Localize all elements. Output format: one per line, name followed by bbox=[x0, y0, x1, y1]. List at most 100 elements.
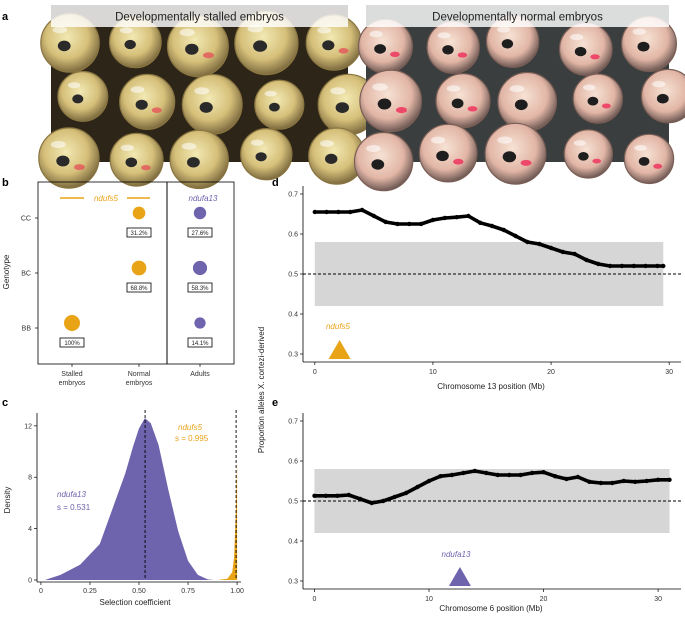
percent-box bbox=[126, 282, 152, 293]
panel-e-ytick-label: 0.7 bbox=[288, 419, 298, 426]
panel-d-gene-marker bbox=[328, 340, 351, 359]
embryo-red-spot bbox=[590, 54, 600, 60]
panel-d-ancestry-point bbox=[548, 245, 554, 251]
embryo-red-spot bbox=[602, 103, 611, 109]
panel-e-xtick-label: 30 bbox=[654, 596, 662, 603]
panel-d-ancestry-point bbox=[525, 239, 530, 245]
panel-b-gene-ndufa13: ndufa13 bbox=[189, 194, 218, 203]
panel-e-ancestry-point bbox=[438, 474, 443, 479]
panel-d-ytick-label: 0.5 bbox=[288, 272, 298, 279]
bubble-ndufs5-normal-embryos-cc bbox=[132, 206, 146, 220]
panel-e-gene-marker bbox=[448, 567, 471, 586]
egg-highlight bbox=[366, 145, 381, 152]
egg-highlight bbox=[317, 26, 332, 34]
panel-e-ancestry-point bbox=[564, 476, 569, 482]
embryo-egg bbox=[169, 129, 229, 190]
embryo-egg bbox=[353, 131, 414, 192]
panel-e-ancestry-point bbox=[633, 479, 638, 484]
panel-d-ancestry-point bbox=[661, 263, 666, 269]
panel-c-ytick-label: 4 bbox=[28, 526, 32, 533]
panel-d-ancestry-point bbox=[407, 221, 412, 227]
embryo-red-spot bbox=[338, 48, 349, 54]
panel-e-ancestry-point bbox=[644, 478, 649, 484]
percent-label: 14.1% bbox=[191, 341, 209, 347]
embryo-red-spot bbox=[203, 52, 214, 59]
embryo-eye bbox=[587, 96, 599, 106]
egg-highlight bbox=[50, 140, 66, 149]
egg-highlight bbox=[497, 26, 510, 33]
panel-e-ancestry-point bbox=[541, 470, 546, 475]
panel-e-ancestry-point bbox=[415, 484, 420, 490]
panel-e-xtick-label: 0 bbox=[313, 596, 317, 603]
embryo-eye bbox=[656, 93, 669, 104]
embryo-red-spot bbox=[141, 165, 151, 171]
panel-d-ancestry-point bbox=[324, 209, 329, 215]
embryo-eye bbox=[638, 157, 650, 166]
embryo-eye bbox=[72, 94, 84, 104]
bubble-ndufa13-adults-bb bbox=[194, 317, 206, 329]
percent-label: 31.2% bbox=[130, 231, 148, 237]
panels-de-shared-ylabel: Proportion alleles X. cortezi-derived bbox=[257, 327, 266, 453]
percent-box bbox=[126, 227, 152, 238]
embryo-egg bbox=[426, 20, 480, 74]
embryo-eye bbox=[451, 98, 464, 109]
panel-d-xtick-label: 20 bbox=[547, 369, 555, 376]
egg-highlight bbox=[430, 136, 446, 144]
embryo-eye bbox=[135, 99, 148, 110]
bubble-ndufs5-normal-embryos-bc bbox=[131, 260, 147, 276]
normal-embryos-caption: Developmentally normal embryos bbox=[432, 12, 603, 24]
egg-highlight bbox=[179, 28, 195, 37]
egg-highlight bbox=[573, 140, 586, 146]
egg-highlight bbox=[570, 33, 584, 41]
embryo-egg bbox=[435, 73, 491, 129]
panel-e-ancestry-point bbox=[472, 468, 477, 474]
percent-label: 100% bbox=[64, 341, 80, 347]
panel-c-ylabel: Density bbox=[3, 487, 12, 514]
embryo-red-spot bbox=[453, 158, 464, 165]
percent-box bbox=[187, 227, 213, 238]
embryo-eye bbox=[335, 102, 349, 113]
panel-e-ancestry-point bbox=[461, 470, 466, 476]
panel-c-letter: c bbox=[2, 397, 8, 409]
panel-d-xtick-label: 10 bbox=[429, 369, 437, 376]
panel-d-ancestry-point bbox=[513, 233, 518, 239]
panel-e-xtick-label: 20 bbox=[540, 596, 548, 603]
panel-d-ancestry-point bbox=[537, 241, 542, 247]
embryo-eye bbox=[57, 40, 71, 52]
panel-d-ancestry-point bbox=[312, 209, 317, 215]
panel-c-xtick-label: 0 bbox=[39, 588, 43, 595]
panel-e-ancestry-point bbox=[610, 480, 615, 486]
percent-label: 27.6% bbox=[191, 231, 209, 237]
panel-d-ancestry-point bbox=[619, 263, 625, 269]
egg-highlight bbox=[67, 82, 81, 89]
panel-b-gene-ndufs5: ndufs5 bbox=[94, 194, 119, 203]
panel-e-ytick-label: 0.3 bbox=[288, 579, 298, 586]
panel-e-ancestry-point bbox=[381, 498, 386, 504]
panel-e-ytick-label: 0.4 bbox=[288, 539, 298, 546]
panel-d-xlabel: Chromosome 13 position (Mb) bbox=[437, 382, 545, 391]
panel-e-ytick-label: 0.5 bbox=[288, 499, 298, 506]
panel-e-ancestry-point bbox=[449, 472, 455, 478]
panel-e-gene-label: ndufa13 bbox=[442, 550, 471, 559]
embryo-eye bbox=[253, 40, 268, 52]
embryo-eye bbox=[124, 39, 136, 50]
panel-d-xtick-label: 30 bbox=[665, 369, 673, 376]
panel-d-ancestry-point bbox=[596, 261, 601, 267]
embryo-red-spot bbox=[653, 163, 663, 169]
egg-highlight bbox=[264, 90, 277, 97]
embryo-red-spot bbox=[151, 107, 162, 113]
embryo-eye bbox=[502, 151, 517, 163]
egg-highlight bbox=[130, 86, 145, 93]
egg-highlight bbox=[120, 144, 134, 151]
panel-d-ancestry-point bbox=[478, 220, 483, 225]
panel-d-ytick-label: 0.4 bbox=[288, 312, 298, 319]
genotype-label-bc: BC bbox=[21, 271, 31, 278]
panel-c-xtick-label: 0.75 bbox=[181, 588, 195, 595]
embryo-eye bbox=[269, 102, 280, 112]
panel-d-ancestry-point bbox=[430, 217, 436, 223]
panel-e-ancestry-point bbox=[621, 478, 626, 484]
percent-label: 58.3% bbox=[191, 286, 209, 292]
egg-highlight bbox=[437, 32, 451, 39]
panel-d-ytick-label: 0.6 bbox=[288, 232, 298, 239]
egg-highlight bbox=[652, 80, 666, 88]
